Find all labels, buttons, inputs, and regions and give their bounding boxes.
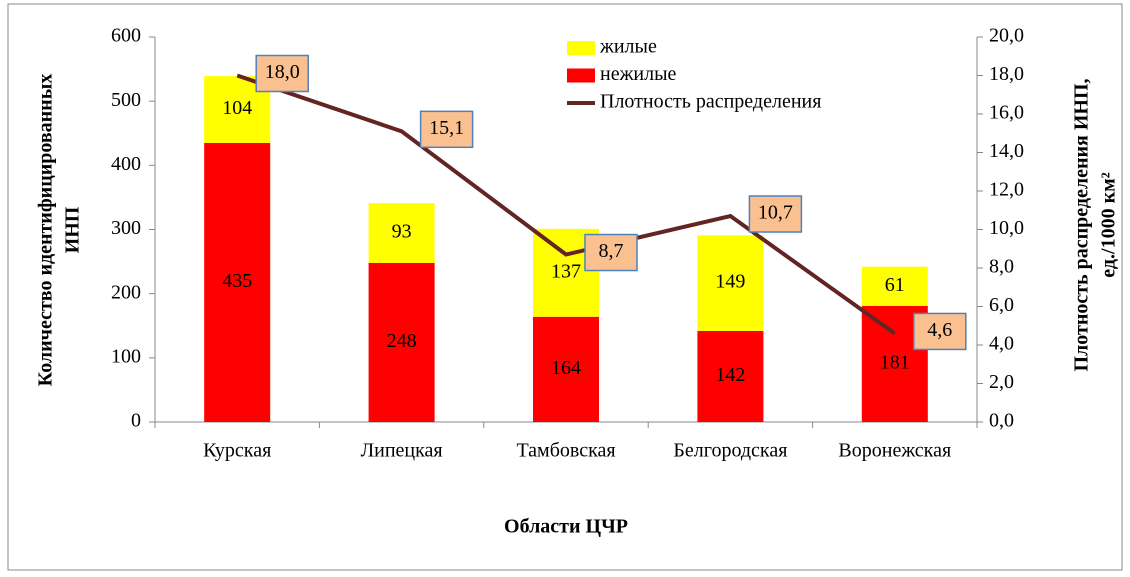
bar-segment bbox=[368, 203, 435, 263]
line-value-label: 8,7 bbox=[584, 233, 638, 272]
bar-segment bbox=[533, 316, 599, 422]
y2-tick-label: 18,0 bbox=[989, 63, 1024, 85]
line-value-label: 18,0 bbox=[255, 54, 309, 93]
y-tick-label: 500 bbox=[111, 89, 141, 111]
label-box bbox=[419, 110, 474, 149]
y-tick-label: 600 bbox=[111, 25, 141, 47]
x-tick-label: Белгородская bbox=[673, 440, 787, 462]
line-value-label-text: 18,0 bbox=[265, 61, 300, 83]
line-value-label: 10,7 bbox=[748, 195, 803, 233]
y2-tick-label: 12,0 bbox=[989, 179, 1024, 201]
x-tick-label: Липецкая bbox=[361, 440, 443, 462]
y2-tick-label: 6,0 bbox=[989, 294, 1014, 316]
bar-value-label: 248 bbox=[387, 330, 417, 352]
y-tick-label: 200 bbox=[111, 281, 141, 303]
label-box bbox=[255, 54, 309, 93]
bar-value-label: 137 bbox=[551, 260, 581, 282]
y2-tick-label: 8,0 bbox=[989, 256, 1014, 278]
x-tick-label: Тамбовская bbox=[516, 440, 615, 462]
y2-tick-label: 4,0 bbox=[989, 333, 1014, 355]
bar-segment bbox=[204, 142, 271, 422]
bar-value-label: 435 bbox=[222, 270, 252, 292]
bar-value-label: 61 bbox=[885, 274, 905, 296]
line-value-label-text: 10,7 bbox=[758, 202, 793, 224]
line-value-label-text: 8,7 bbox=[599, 240, 624, 262]
y2-tick-label: 0,0 bbox=[989, 410, 1014, 432]
line-value-label-text: 15,1 bbox=[429, 117, 464, 139]
y-axis-title-line: ИНП bbox=[62, 206, 84, 253]
legend-swatch bbox=[567, 68, 595, 83]
y2-tick-label: 20,0 bbox=[989, 25, 1024, 47]
line-value-label-text: 4,6 bbox=[927, 319, 952, 341]
label-box bbox=[584, 233, 638, 272]
y-tick-label: 100 bbox=[111, 345, 141, 367]
line-value-label: 15,1 bbox=[419, 110, 474, 149]
y-axis-title: Количество идентифицированных ИНП bbox=[35, 74, 84, 387]
x-tick-label: Курская bbox=[203, 440, 271, 462]
x-axis-title: Области ЦЧР bbox=[504, 516, 628, 538]
y-tick-label: 0 bbox=[131, 410, 141, 432]
bar-segment bbox=[697, 330, 764, 422]
bar-value-label: 104 bbox=[222, 97, 252, 119]
bar-value-label: 181 bbox=[880, 352, 910, 374]
y-tick-label: 400 bbox=[111, 153, 141, 175]
y2-axis-title-line: ед./1000 км² bbox=[1098, 172, 1120, 277]
y2-axis-title-line: Плотность распределения ИНП, bbox=[1071, 78, 1093, 371]
label-box bbox=[748, 195, 803, 233]
y2-axis-title: Плотность распределения ИНП, ед./1000 км… bbox=[1071, 78, 1120, 371]
label-box bbox=[913, 312, 967, 351]
y2-tick-label: 10,0 bbox=[989, 217, 1024, 239]
bar-segment bbox=[697, 235, 764, 331]
x-tick-label: Воронежская bbox=[838, 440, 951, 462]
density-line bbox=[236, 73, 896, 336]
y2-tick-label: 16,0 bbox=[989, 102, 1024, 124]
legend-label: Плотность распределения bbox=[600, 91, 821, 113]
y2-tick-label: 14,0 bbox=[989, 140, 1024, 162]
line-value-label: 4,6 bbox=[913, 312, 967, 351]
bar-value-label: 164 bbox=[551, 357, 581, 379]
bar-value-label: 93 bbox=[392, 221, 412, 243]
bar-segment bbox=[861, 266, 928, 306]
y-tick-label: 300 bbox=[111, 217, 141, 239]
legend-label: нежилые bbox=[600, 63, 677, 85]
bar-segment bbox=[368, 262, 435, 422]
y-axis-title-line: Количество идентифицированных bbox=[35, 74, 57, 387]
bar-value-label: 149 bbox=[715, 271, 745, 293]
bar-value-label: 142 bbox=[715, 364, 745, 386]
y2-tick-label: 2,0 bbox=[989, 371, 1014, 393]
legend-swatch bbox=[567, 41, 595, 55]
legend-label: жилые bbox=[599, 36, 657, 58]
